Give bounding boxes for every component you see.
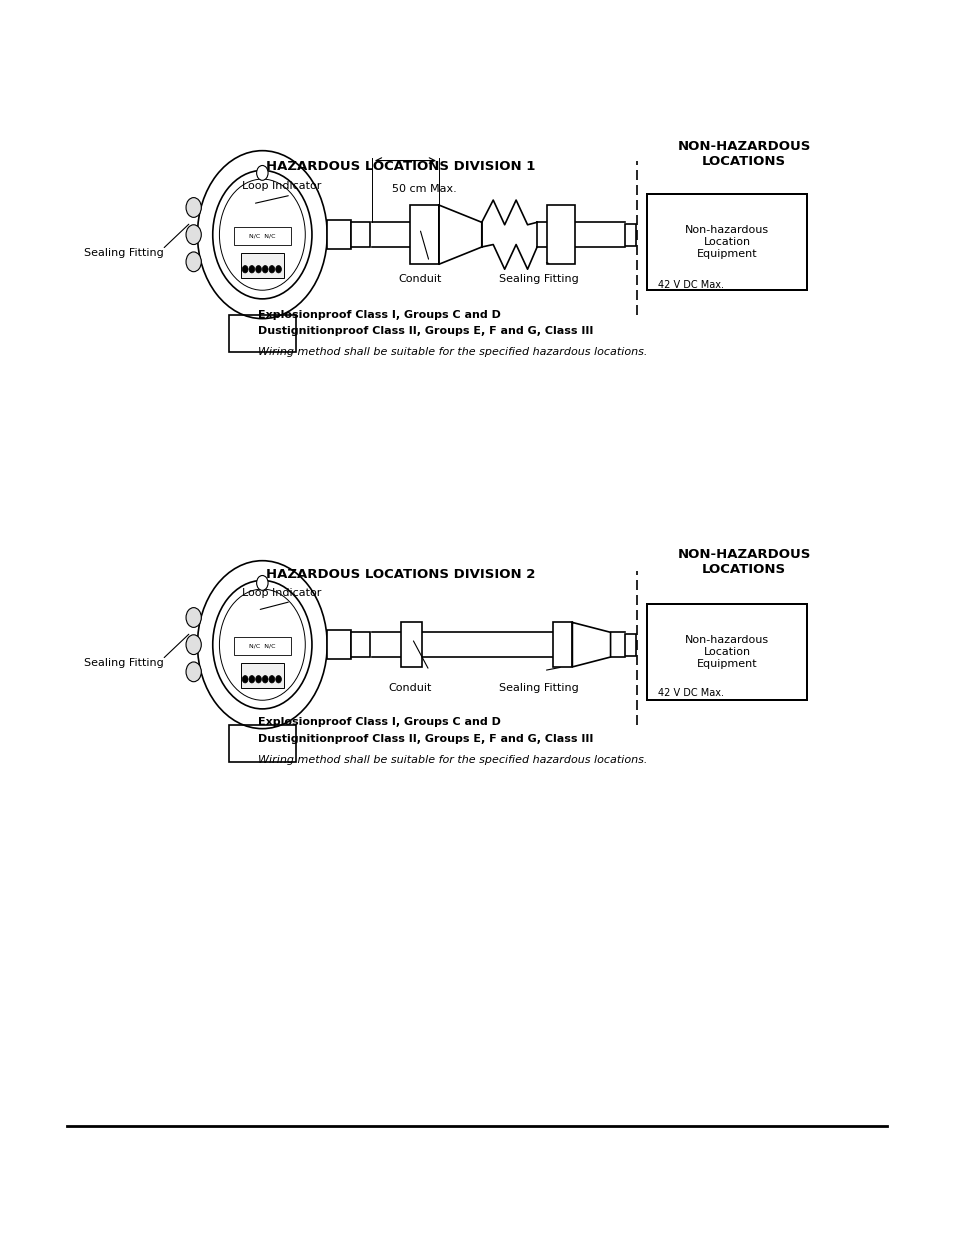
Circle shape	[249, 266, 254, 273]
Bar	[400, 622, 421, 667]
Text: Non-hazardous
Location
Equipment: Non-hazardous Location Equipment	[684, 226, 768, 258]
Circle shape	[242, 676, 248, 683]
Text: HAZARDOUS LOCATIONS DIVISION 1: HAZARDOUS LOCATIONS DIVISION 1	[266, 161, 535, 173]
Circle shape	[213, 170, 312, 299]
Bar	[546, 205, 575, 264]
Text: N/C  N/C: N/C N/C	[249, 643, 275, 648]
Polygon shape	[438, 205, 481, 264]
Bar	[351, 222, 370, 247]
Bar	[646, 194, 806, 290]
Bar	[410, 205, 438, 264]
Text: Non-hazardous
Location
Equipment: Non-hazardous Location Equipment	[684, 636, 768, 668]
Bar	[240, 253, 283, 278]
Circle shape	[255, 266, 261, 273]
Bar	[624, 634, 636, 656]
Text: NON-HAZARDOUS
LOCATIONS: NON-HAZARDOUS LOCATIONS	[677, 141, 810, 168]
Bar	[646, 604, 806, 700]
Bar	[351, 632, 370, 657]
Circle shape	[275, 266, 281, 273]
Text: Sealing Fitting: Sealing Fitting	[84, 658, 164, 668]
Circle shape	[186, 252, 201, 272]
Bar	[240, 663, 283, 688]
Bar	[229, 725, 295, 762]
Text: 50 cm Max.: 50 cm Max.	[392, 184, 456, 194]
Circle shape	[249, 676, 254, 683]
Circle shape	[186, 225, 201, 245]
Circle shape	[242, 266, 248, 273]
Text: Dustignitionproof Class II, Groups E, F and G, Class III: Dustignitionproof Class II, Groups E, F …	[257, 326, 593, 336]
Bar	[327, 220, 351, 249]
Text: NON-HAZARDOUS
LOCATIONS: NON-HAZARDOUS LOCATIONS	[677, 548, 810, 576]
Text: Sealing Fitting: Sealing Fitting	[84, 248, 164, 258]
Bar	[229, 315, 295, 352]
Polygon shape	[572, 622, 610, 667]
Text: Sealing Fitting: Sealing Fitting	[498, 274, 578, 284]
Circle shape	[256, 576, 268, 590]
Text: Wiring method shall be suitable for the specified hazardous locations.: Wiring method shall be suitable for the …	[257, 347, 646, 357]
Circle shape	[262, 266, 268, 273]
Circle shape	[269, 266, 274, 273]
Circle shape	[256, 165, 268, 180]
Text: Conduit: Conduit	[388, 683, 432, 693]
Text: 42 V DC Max.: 42 V DC Max.	[658, 688, 723, 698]
Circle shape	[269, 676, 274, 683]
Circle shape	[186, 635, 201, 655]
Circle shape	[275, 676, 281, 683]
Text: Dustignitionproof Class II, Groups E, F and G, Class III: Dustignitionproof Class II, Groups E, F …	[257, 734, 593, 743]
Bar	[553, 622, 572, 667]
Text: Conduit: Conduit	[397, 274, 441, 284]
Text: 42 V DC Max.: 42 V DC Max.	[658, 280, 723, 290]
Text: Wiring method shall be suitable for the specified hazardous locations.: Wiring method shall be suitable for the …	[257, 755, 646, 764]
Text: Sealing Fitting: Sealing Fitting	[498, 683, 578, 693]
Bar	[327, 630, 351, 659]
Text: Loop Indicator: Loop Indicator	[241, 182, 321, 191]
Bar	[233, 637, 291, 655]
Text: Explosionproof Class I, Groups C and D: Explosionproof Class I, Groups C and D	[257, 718, 500, 727]
Text: HAZARDOUS LOCATIONS DIVISION 2: HAZARDOUS LOCATIONS DIVISION 2	[266, 568, 535, 580]
Bar	[624, 224, 636, 246]
Circle shape	[213, 580, 312, 709]
Circle shape	[255, 676, 261, 683]
Text: Loop Indicator: Loop Indicator	[241, 588, 321, 598]
Circle shape	[186, 198, 201, 217]
Circle shape	[186, 608, 201, 627]
Text: N/C  N/C: N/C N/C	[249, 233, 275, 238]
Bar	[233, 227, 291, 245]
Circle shape	[186, 662, 201, 682]
Circle shape	[262, 676, 268, 683]
Text: Explosionproof Class I, Groups C and D: Explosionproof Class I, Groups C and D	[257, 310, 500, 320]
